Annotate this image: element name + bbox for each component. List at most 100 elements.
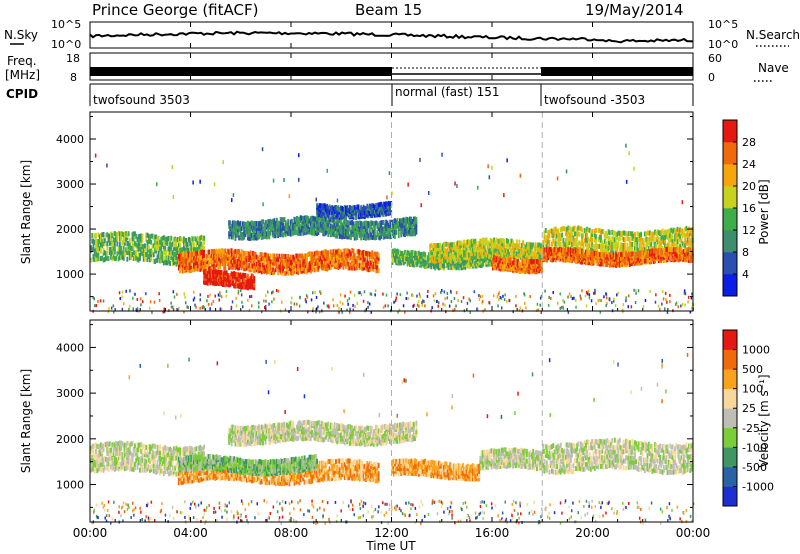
data-cell [482,257,484,263]
data-cell [232,264,234,270]
data-cell [137,238,140,244]
data-cell [362,253,365,259]
data-cell [347,248,350,254]
data-cell [226,248,229,254]
data-cell [140,303,142,307]
data-cell [680,246,683,252]
data-cell [234,248,237,254]
data-cell [690,232,693,238]
data-cell [568,240,571,246]
data-cell [465,248,468,254]
data-cell [224,265,227,271]
data-cell [493,255,496,261]
data-cell [409,262,411,267]
data-cell [552,257,555,263]
data-cell [317,250,320,256]
data-cell [439,251,442,257]
data-cell [215,251,218,257]
data-cell [245,253,248,259]
data-cell [96,239,99,245]
data-cell [323,255,326,261]
data-cell [352,265,355,271]
data-cell [238,221,241,227]
data-cell [206,259,209,265]
data-cell [243,221,246,227]
data-cell [617,242,620,248]
data-cell [385,233,388,239]
data-cell [508,263,511,269]
data-cell [342,256,345,262]
data-cell [507,258,509,264]
data-cell [353,235,356,241]
data-cell [140,250,143,256]
data-cell [367,205,370,211]
data-cell [185,265,188,271]
data-cell [335,205,337,210]
data-cell [339,300,342,304]
data-cell [328,217,331,223]
data-cell [466,255,469,261]
data-cell [265,262,268,268]
data-cell [375,259,378,264]
data-cell [190,246,193,252]
data-cell [113,241,116,247]
data-cell [520,246,523,252]
data-cell [636,237,639,243]
data-cell [582,246,585,252]
data-cell [441,289,443,292]
data-cell [260,266,263,272]
data-cell [338,262,341,268]
noise-left-tick-top: 10^5 [51,18,81,31]
data-cell [270,266,273,272]
data-cell [616,231,619,237]
data-cell [345,228,347,234]
data-cell [588,238,591,244]
data-cell [480,239,483,244]
data-cell [183,267,185,273]
data-cell [433,257,435,263]
data-cell [502,250,504,256]
data-cell [220,270,223,275]
data-cell [172,308,175,312]
data-cell [199,257,202,263]
data-cell [676,239,679,244]
data-cell [373,235,376,241]
data-cell [588,252,591,258]
data-cell [269,222,272,227]
data-cell [199,306,201,310]
data-cell [615,249,617,255]
data-cell [323,301,325,305]
data-cell [381,203,384,209]
data-cell [338,249,341,255]
data-cell [660,247,663,253]
data-cell [612,255,615,260]
data-cell [360,264,362,270]
data-cell [473,290,476,294]
data-cell [431,250,434,256]
data-cell [247,285,249,291]
data-cell [548,233,551,239]
data-cell [436,251,439,257]
data-cell [288,260,291,266]
data-cell [449,247,452,253]
data-cell [196,266,199,272]
data-cell [385,219,388,225]
data-cell [291,258,293,264]
data-cell [341,234,344,240]
data-cell [175,246,178,252]
data-cell [446,254,449,259]
data-cell [347,265,350,271]
data-cell [561,247,563,253]
data-cell [534,269,537,275]
data-cell [262,262,264,268]
data-cell [616,254,619,260]
data-cell [510,260,513,266]
data-cell [232,232,234,238]
data-cell [439,242,442,248]
data-cell [370,260,372,266]
data-cell [626,260,629,265]
data-cell [479,262,482,268]
data-cell [291,228,293,234]
data-cell [415,229,418,235]
data-cell [476,256,479,262]
